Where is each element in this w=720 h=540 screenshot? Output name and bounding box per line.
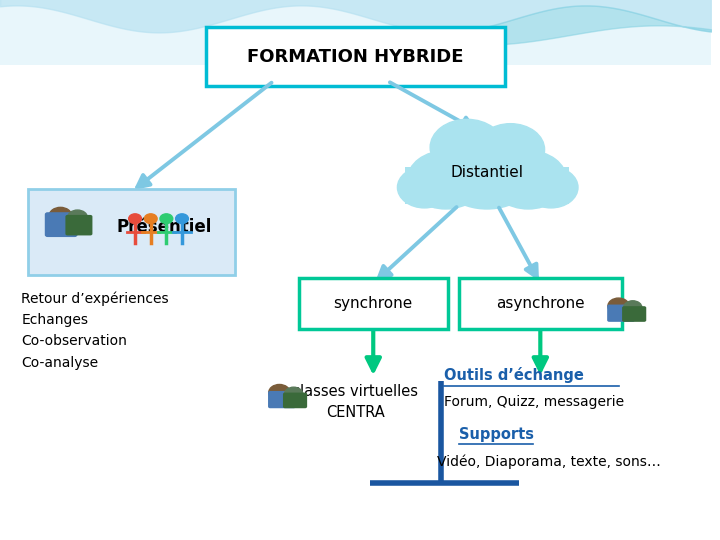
FancyBboxPatch shape xyxy=(459,278,622,329)
Text: Présentiel: Présentiel xyxy=(117,218,212,236)
Circle shape xyxy=(608,298,629,314)
Text: classes virtuelles
CENTRA: classes virtuelles CENTRA xyxy=(292,384,418,420)
Circle shape xyxy=(490,151,567,209)
Text: Retour d’expériences
Echanges
Co-observation
Co-analyse: Retour d’expériences Echanges Co-observa… xyxy=(22,292,169,369)
Text: FORMATION HYBRIDE: FORMATION HYBRIDE xyxy=(247,48,464,66)
Circle shape xyxy=(176,214,189,224)
Circle shape xyxy=(397,167,451,208)
Circle shape xyxy=(524,167,578,208)
Circle shape xyxy=(430,119,504,176)
Text: synchrone: synchrone xyxy=(333,296,413,311)
Text: Distantiel: Distantiel xyxy=(451,165,523,180)
Text: asynchrone: asynchrone xyxy=(496,296,585,311)
Text: Forum, Quizz, messagerie: Forum, Quizz, messagerie xyxy=(444,395,624,409)
Circle shape xyxy=(68,210,87,225)
FancyBboxPatch shape xyxy=(299,278,448,329)
FancyBboxPatch shape xyxy=(283,393,307,408)
Circle shape xyxy=(129,214,142,224)
FancyBboxPatch shape xyxy=(405,167,569,204)
Circle shape xyxy=(284,387,303,401)
FancyBboxPatch shape xyxy=(28,189,235,275)
Text: Supports: Supports xyxy=(459,427,534,442)
Text: Outils d’échange: Outils d’échange xyxy=(444,367,584,383)
Circle shape xyxy=(624,301,642,315)
Circle shape xyxy=(269,384,290,401)
Circle shape xyxy=(49,207,72,225)
Circle shape xyxy=(436,131,538,209)
FancyBboxPatch shape xyxy=(622,306,647,322)
Text: Vidéo, Diaporama, texte, sons…: Vidéo, Diaporama, texte, sons… xyxy=(437,455,661,469)
Circle shape xyxy=(160,214,173,224)
FancyBboxPatch shape xyxy=(0,0,711,65)
FancyBboxPatch shape xyxy=(607,305,635,322)
Circle shape xyxy=(477,124,544,176)
FancyBboxPatch shape xyxy=(66,215,92,235)
FancyBboxPatch shape xyxy=(206,27,505,86)
FancyBboxPatch shape xyxy=(268,391,296,408)
Circle shape xyxy=(408,151,484,209)
Circle shape xyxy=(144,214,157,224)
FancyBboxPatch shape xyxy=(45,212,78,237)
